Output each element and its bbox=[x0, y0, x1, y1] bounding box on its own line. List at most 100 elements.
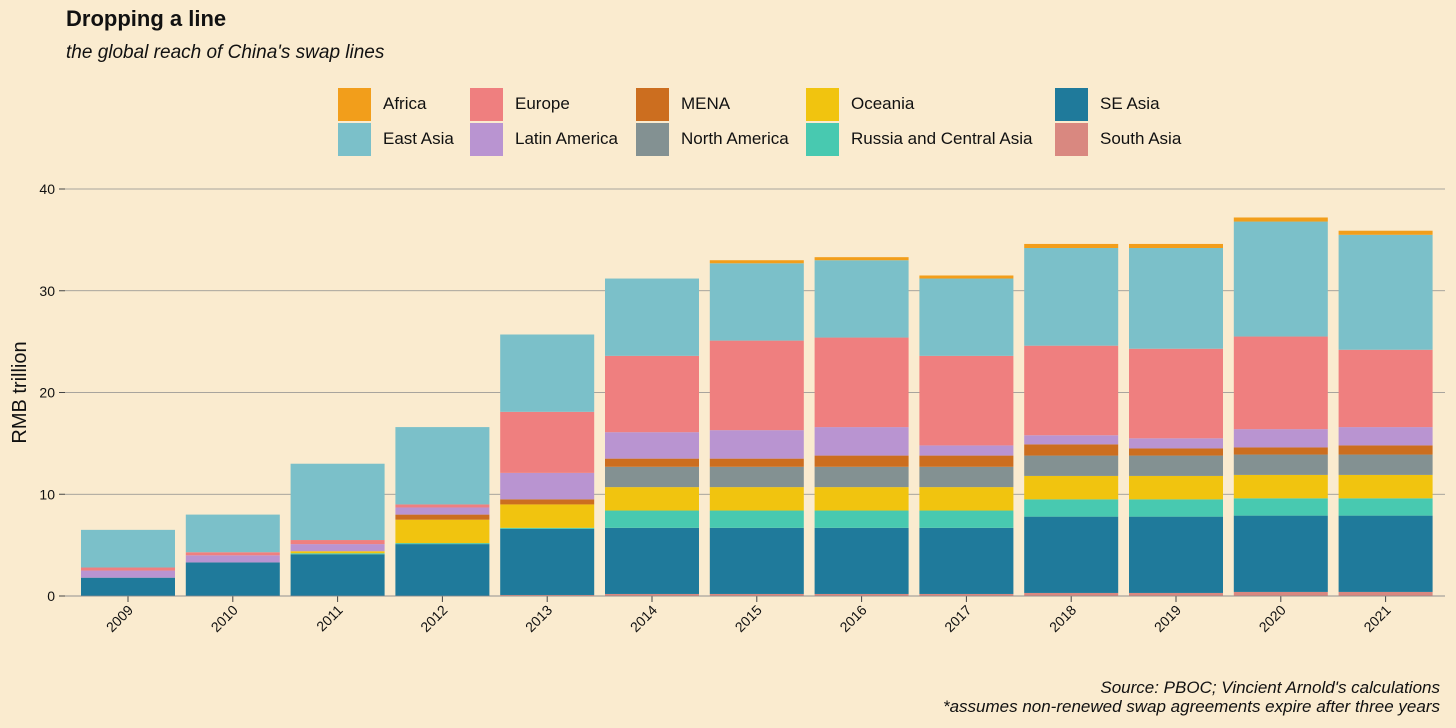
chart-legend: Africa East Asia Europe Latin America MENA No… bbox=[338, 87, 1238, 157]
legend-swatch bbox=[806, 87, 839, 121]
bar-segment-russia-and-central-asia bbox=[1129, 499, 1223, 517]
bar-segment-russia-and-central-asia bbox=[1338, 498, 1433, 516]
bar-segment-oceania bbox=[1233, 474, 1328, 499]
bar-segment-oceania bbox=[395, 519, 490, 544]
bar-segment-latin-america bbox=[185, 555, 280, 563]
legend-label: MENA bbox=[681, 94, 731, 113]
bar-segment-south-asia bbox=[709, 593, 804, 596]
bar-segment-africa bbox=[919, 275, 1014, 279]
legend-label: North America bbox=[681, 129, 789, 148]
y-tick-label: 0 bbox=[47, 588, 55, 604]
legend-label: East Asia bbox=[383, 129, 454, 148]
bar-segment-africa bbox=[709, 260, 804, 264]
y-tick-label: 30 bbox=[39, 283, 55, 299]
y-tick-label: 40 bbox=[39, 181, 55, 197]
x-tick-label: 2014 bbox=[627, 602, 660, 635]
bar-segment-se-asia bbox=[185, 562, 280, 596]
bar-segment-latin-america bbox=[1338, 427, 1433, 446]
chart-title: Dropping a line bbox=[66, 6, 227, 31]
bar-segment-north-america bbox=[605, 466, 699, 488]
bar-segment-north-america bbox=[1233, 454, 1328, 475]
bar-segment-se-asia bbox=[605, 527, 699, 594]
legend-label: Russia and Central Asia bbox=[851, 129, 1033, 148]
bar-segment-north-america bbox=[709, 466, 804, 488]
legend-label: Latin America bbox=[515, 129, 618, 148]
legend-item-south-asia: South Asia bbox=[1055, 122, 1181, 156]
legend-swatch bbox=[636, 87, 669, 121]
bar-segment-south-asia bbox=[1024, 592, 1119, 596]
bar-segment-east-asia bbox=[500, 334, 595, 412]
bar-segment-east-asia bbox=[1233, 221, 1328, 337]
bar-segment-russia-and-central-asia bbox=[1024, 499, 1119, 517]
bar-segment-mena bbox=[1129, 448, 1223, 456]
source-note: Source: PBOC; Vincient Arnold's calculat… bbox=[1100, 678, 1440, 697]
bar-segment-africa bbox=[1233, 217, 1328, 222]
bar-segment-se-asia bbox=[709, 527, 804, 594]
bar-segment-latin-america bbox=[814, 427, 909, 456]
bar-segment-mena bbox=[395, 514, 490, 520]
legend-swatch bbox=[636, 122, 669, 156]
bar-segment-oceania bbox=[605, 487, 699, 511]
legend-item-mena: MENA bbox=[636, 87, 730, 121]
y-tick-label: 20 bbox=[39, 385, 55, 401]
bar-segment-latin-america bbox=[709, 430, 804, 459]
legend-swatch bbox=[338, 87, 371, 121]
bar-segment-mena bbox=[709, 458, 804, 467]
legend-label: Africa bbox=[383, 94, 427, 113]
bar-segment-oceania bbox=[814, 487, 909, 511]
bar-segment-latin-america bbox=[919, 445, 1014, 456]
x-tick-label: 2017 bbox=[941, 602, 974, 635]
bar-segment-europe bbox=[395, 504, 490, 508]
bar-segment-europe bbox=[1024, 345, 1119, 436]
bar-segment-mena bbox=[1338, 445, 1433, 455]
bar-segment-europe bbox=[709, 340, 804, 431]
bar-segment-se-asia bbox=[81, 577, 175, 596]
bar-segment-south-asia bbox=[814, 593, 909, 596]
legend-swatch bbox=[806, 122, 839, 156]
bar-segment-north-america bbox=[814, 466, 909, 488]
bar-segment-south-asia bbox=[919, 593, 1014, 596]
bar-segment-north-america bbox=[919, 466, 1014, 488]
legend-label: Oceania bbox=[851, 94, 915, 113]
x-tick-label: 2011 bbox=[313, 602, 346, 635]
bar-segment-latin-america bbox=[605, 432, 699, 459]
legend-swatch bbox=[1055, 122, 1088, 156]
bar-segment-mena bbox=[500, 499, 595, 505]
bar-segment-east-asia bbox=[605, 278, 699, 356]
bar-segment-oceania bbox=[709, 487, 804, 511]
chart-subtitle: the global reach of China's swap lines bbox=[66, 42, 385, 63]
bar-segment-oceania bbox=[1129, 475, 1223, 500]
bar-segment-latin-america bbox=[81, 570, 175, 578]
x-tick-label: 2016 bbox=[836, 602, 869, 635]
x-tick-label: 2021 bbox=[1360, 602, 1393, 635]
bar-segment-south-asia bbox=[1338, 591, 1433, 596]
bar-segment-south-asia bbox=[605, 593, 699, 596]
assumption-note: *assumes non-renewed swap agreements exp… bbox=[942, 697, 1440, 716]
bar-segment-east-asia bbox=[395, 427, 490, 505]
bar-segment-se-asia bbox=[1024, 516, 1119, 593]
bar-segment-se-asia bbox=[1233, 515, 1328, 592]
bar-segment-oceania bbox=[1338, 474, 1433, 499]
bar-segment-russia-and-central-asia bbox=[290, 553, 385, 555]
legend-label: South Asia bbox=[1100, 129, 1182, 148]
x-tick-label: 2019 bbox=[1151, 602, 1184, 635]
bar-segment-russia-and-central-asia bbox=[814, 510, 909, 528]
bar-segment-latin-america bbox=[500, 472, 595, 500]
bar-segment-europe bbox=[290, 540, 385, 545]
bar-segment-north-america bbox=[1024, 455, 1119, 476]
legend-item-north-america: North America bbox=[636, 122, 789, 156]
bar-segment-mena bbox=[1233, 447, 1328, 455]
bar-segment-latin-america bbox=[1129, 438, 1223, 449]
bar-segment-europe bbox=[500, 411, 595, 473]
x-tick-label: 2015 bbox=[732, 602, 765, 635]
legend-item-latin-america: Latin America bbox=[470, 122, 618, 156]
bar-segment-east-asia bbox=[290, 463, 385, 541]
bar-segment-oceania bbox=[290, 551, 385, 554]
bar-segment-se-asia bbox=[290, 554, 385, 596]
x-tick-label: 2012 bbox=[417, 602, 450, 635]
bar-segment-oceania bbox=[1024, 475, 1119, 500]
bar-segment-russia-and-central-asia bbox=[709, 510, 804, 528]
legend-swatch bbox=[1055, 87, 1088, 121]
bar-segment-se-asia bbox=[919, 527, 1014, 594]
